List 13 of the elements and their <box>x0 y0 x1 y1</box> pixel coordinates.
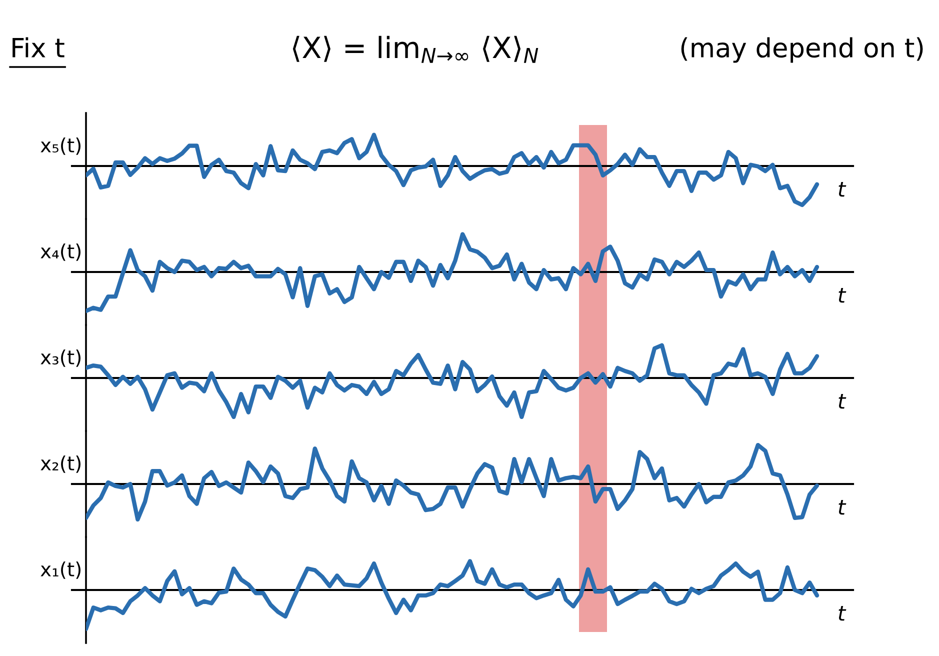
y-axis-title: x₃(t) <box>40 350 80 367</box>
x-axis-title: t <box>838 288 846 303</box>
chart-title: ⟨X⟩ = lim$_{N→∞}$ ⟨X⟩$_{N}$ <box>292 36 538 63</box>
text: (may depend on t) <box>681 37 923 63</box>
y-axis-title: x₂(t) <box>40 456 80 473</box>
text: Fix t <box>12 37 64 58</box>
x-axis-title: t <box>838 500 846 515</box>
y-axis-title: x₄(t) <box>40 244 80 261</box>
y-axis-title: x₁(t) <box>40 562 80 579</box>
x-axis-title: t <box>838 182 846 197</box>
x-axis-title: t <box>838 394 846 409</box>
y-axis-title: x₅(t) <box>40 138 80 155</box>
x-axis-title: t <box>838 606 846 621</box>
